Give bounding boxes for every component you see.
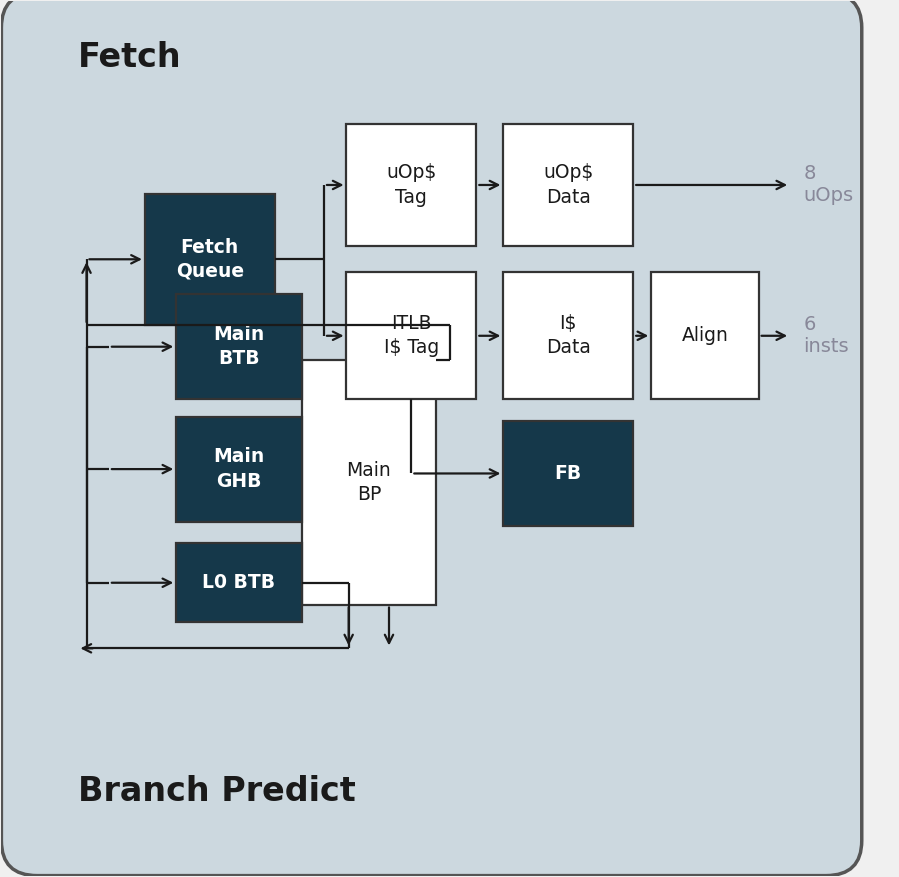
FancyBboxPatch shape [2,0,862,875]
Text: Main
BP: Main BP [346,460,391,503]
FancyBboxPatch shape [302,360,436,604]
FancyBboxPatch shape [503,421,633,526]
Text: ITLB
I$ Tag: ITLB I$ Tag [384,314,439,358]
Text: 8
uOps: 8 uOps [804,165,854,205]
FancyBboxPatch shape [651,273,759,399]
Text: FB: FB [555,464,582,483]
FancyBboxPatch shape [176,417,302,522]
Text: I$
Data: I$ Data [546,314,591,358]
Text: Fetch: Fetch [77,40,182,74]
FancyBboxPatch shape [145,194,275,324]
Text: Fetch
Queue: Fetch Queue [175,238,244,281]
FancyBboxPatch shape [503,273,633,399]
FancyBboxPatch shape [503,124,633,246]
Text: uOp$
Data: uOp$ Data [543,163,593,207]
Text: Main
BTB: Main BTB [213,325,264,368]
Text: 6
insts: 6 insts [804,315,850,356]
Text: uOp$
Tag: uOp$ Tag [387,163,437,207]
Text: Branch Predict: Branch Predict [77,775,355,808]
FancyBboxPatch shape [176,295,302,399]
FancyBboxPatch shape [176,544,302,622]
Text: Align: Align [681,326,728,346]
FancyBboxPatch shape [346,273,476,399]
Text: Main
GHB: Main GHB [213,447,264,491]
FancyBboxPatch shape [346,124,476,246]
Text: L0 BTB: L0 BTB [202,574,275,592]
